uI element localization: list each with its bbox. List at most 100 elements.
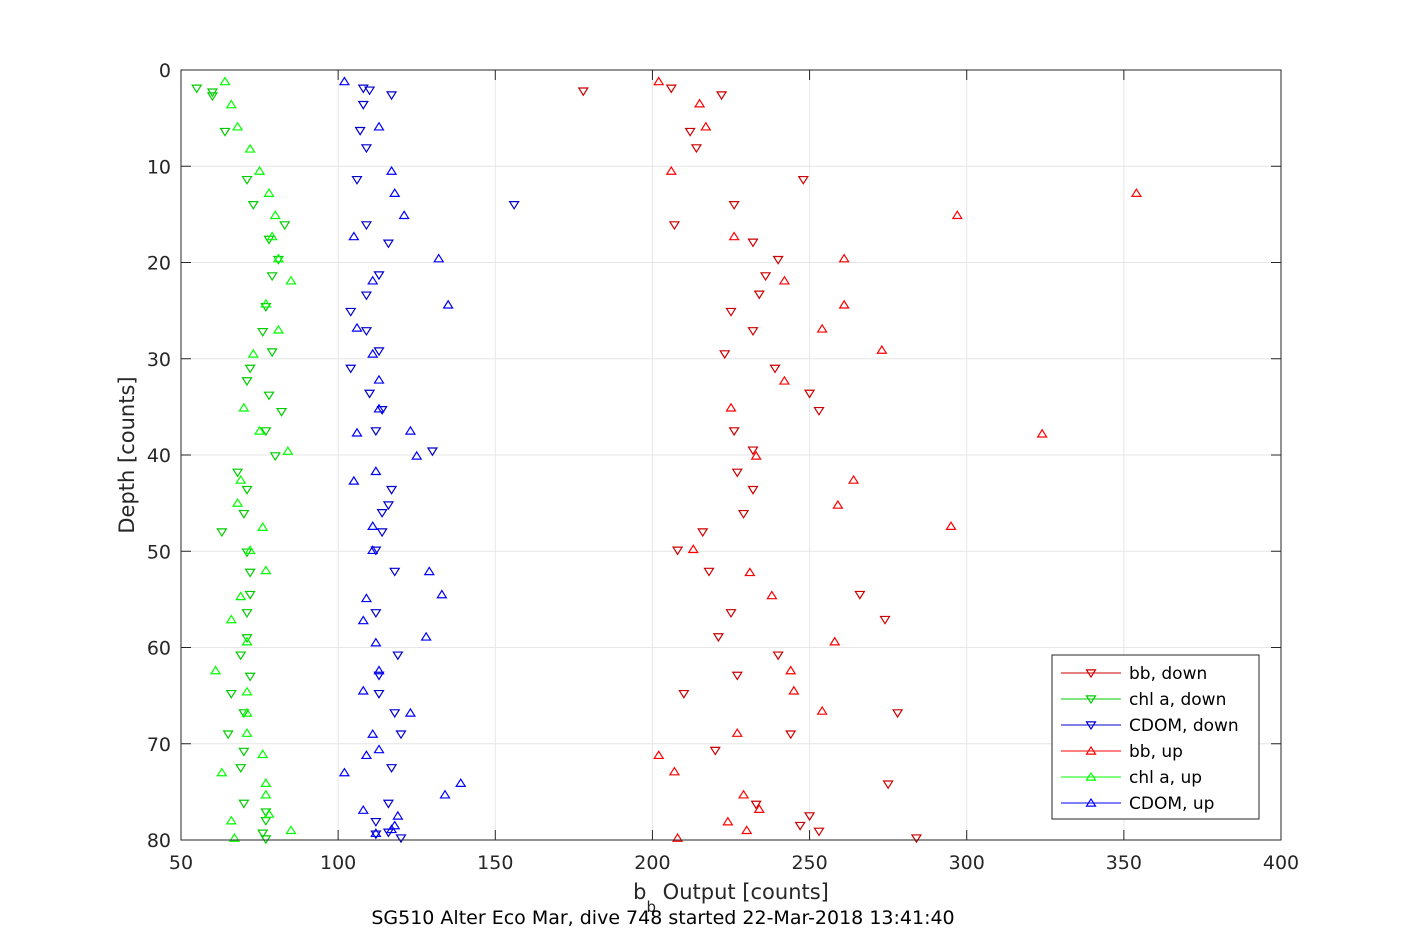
data-point (219, 76, 231, 86)
data-point (357, 804, 369, 814)
legend-marker (1085, 771, 1097, 781)
data-point (722, 816, 734, 826)
data-point (275, 407, 288, 417)
data-point (395, 834, 407, 844)
data-point (389, 820, 401, 830)
data-point (731, 671, 743, 681)
data-point (367, 545, 379, 555)
data-point (351, 175, 363, 185)
legend-entry: chl a, up (1061, 768, 1202, 788)
data-point (222, 730, 234, 740)
data-point (219, 127, 231, 137)
legend-marker (1085, 669, 1097, 679)
data-point (778, 275, 791, 285)
data-point (395, 730, 407, 740)
y-tick-label: 10 (147, 156, 171, 178)
data-point (235, 474, 247, 484)
data-point (260, 789, 272, 799)
data-point (747, 238, 759, 248)
y-tick-label: 40 (147, 445, 171, 467)
data-point (382, 239, 395, 249)
data-point (376, 509, 388, 518)
data-point (260, 835, 272, 845)
data-point (225, 614, 237, 624)
legend-marker (1085, 695, 1097, 705)
data-point (360, 221, 373, 231)
data-point (216, 767, 228, 777)
data-point (385, 91, 398, 101)
data-point (951, 210, 963, 220)
data-point (392, 810, 404, 820)
data-point (854, 590, 866, 600)
data-point (910, 834, 923, 844)
data-point (357, 685, 369, 695)
data-point (244, 364, 256, 374)
data-point (665, 165, 677, 175)
data-point (385, 485, 398, 495)
data-point (684, 127, 696, 137)
data-point (376, 406, 388, 415)
data-point (360, 144, 373, 154)
data-point (247, 348, 259, 358)
data-point (577, 87, 589, 97)
data-point (728, 231, 740, 241)
figure-caption: SG510 Alter Eco Mar, dive 748 started 22… (371, 907, 954, 929)
data-point (238, 402, 250, 412)
y-tick-label: 30 (147, 349, 171, 371)
data-point (235, 591, 247, 601)
data-point (389, 709, 401, 719)
legend-box (1051, 654, 1260, 820)
legend-label: CDOM, up (1129, 794, 1214, 814)
series-4 (209, 76, 297, 842)
data-point (209, 665, 222, 675)
data-point (382, 799, 395, 809)
data-point (266, 231, 278, 241)
data-point (357, 100, 369, 110)
data-point (241, 548, 253, 558)
data-point (882, 780, 894, 790)
data-point (766, 590, 778, 600)
data-point (687, 544, 699, 554)
data-point (728, 201, 740, 210)
data-point (257, 522, 269, 531)
data-point (272, 324, 285, 334)
x-axis-label: bb Output [counts] (633, 880, 829, 916)
data-point (367, 275, 379, 285)
data-point (244, 143, 256, 153)
data-point (753, 804, 765, 813)
data-point (725, 307, 737, 317)
data-point (241, 485, 253, 495)
data-point (508, 201, 520, 210)
data-point (367, 521, 379, 530)
data-point (426, 447, 439, 457)
legend-entry: bb, down (1061, 664, 1207, 684)
data-point (241, 707, 253, 717)
data-point (693, 98, 706, 108)
data-point (257, 328, 269, 337)
y-axis-label: Depth [counts] (115, 376, 139, 533)
data-point (360, 327, 373, 337)
data-point (671, 832, 684, 842)
data-point (231, 497, 244, 507)
series-5 (338, 76, 467, 838)
data-point (282, 445, 294, 455)
data-point (225, 815, 237, 825)
data-point (373, 665, 385, 675)
data-point (747, 327, 759, 337)
legend-entry: CDOM, down (1061, 716, 1239, 736)
data-point (260, 778, 272, 787)
data-point (370, 817, 382, 827)
data-point (653, 750, 665, 760)
data-point (891, 709, 904, 719)
data-point (700, 121, 712, 131)
data-point (813, 827, 825, 837)
data-point (285, 825, 297, 835)
data-point (247, 201, 259, 210)
data-point (392, 651, 404, 661)
data-point (788, 685, 800, 695)
data-point (382, 501, 395, 511)
data-point (769, 364, 781, 374)
data-point (709, 746, 721, 756)
data-point (370, 466, 382, 476)
data-point (244, 568, 256, 578)
